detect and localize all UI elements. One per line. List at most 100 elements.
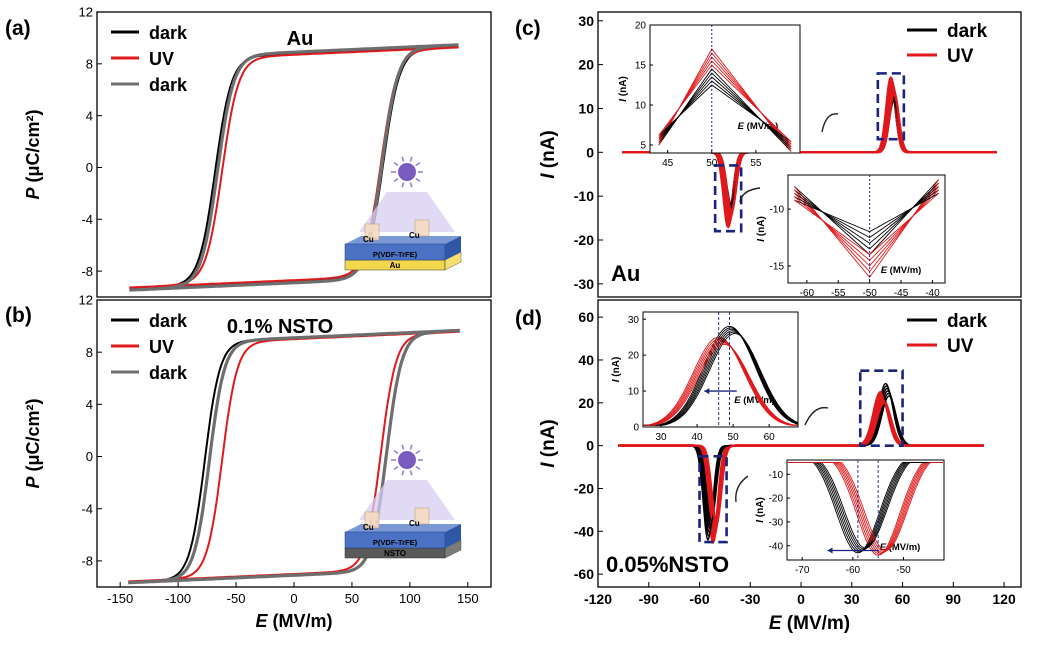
- curved-arrow-icon: [735, 475, 749, 503]
- x-tick-label: -30: [740, 591, 760, 607]
- plot-frame: [96, 11, 492, 298]
- y-tick-label: 30: [578, 13, 594, 29]
- legend-label: dark: [149, 311, 188, 331]
- inset-series-uv: [643, 339, 798, 426]
- y-tick-label: 0: [586, 438, 594, 454]
- inset-curves: [643, 312, 798, 427]
- y-tick-label: -4: [81, 501, 93, 516]
- legend-label: UV: [947, 46, 974, 67]
- curved-arrow-icon: [821, 113, 839, 133]
- y-axis-label: I (nA): [538, 130, 559, 179]
- material-label: Au: [287, 28, 314, 50]
- uv-light-beam: [359, 480, 455, 520]
- x-tick-label: 100: [399, 591, 421, 606]
- cu-electrode: [414, 507, 430, 525]
- legend-label: UV: [149, 337, 174, 357]
- y-tick-label: 0: [86, 160, 93, 175]
- inset-y-label: I (nA): [756, 216, 767, 242]
- series-UV-trace: [618, 401, 984, 525]
- x-tick-label: 0: [290, 591, 297, 606]
- legend-label: dark: [149, 75, 188, 95]
- inset-x-label: E (MV/m): [738, 121, 779, 132]
- y-tick-label: 10: [578, 101, 594, 117]
- y-tick-label: 8: [86, 345, 93, 360]
- inset-series-uv: [643, 342, 798, 426]
- inset-curves: [787, 460, 943, 560]
- peak-highlight-box: [876, 72, 906, 141]
- inset-series-dark: [643, 327, 798, 426]
- inset-y-label: I (nA): [755, 497, 766, 523]
- inset-series-uv: [643, 336, 798, 426]
- y-tick-label: 10: [628, 387, 640, 398]
- inset-curves: [793, 175, 940, 283]
- inset-x-label: E (MV/m): [881, 265, 922, 276]
- x-tick-label: 55: [750, 158, 762, 169]
- x-tick-label: 150: [457, 591, 479, 606]
- legend-label: UV: [149, 49, 174, 69]
- y-tick-label: 40: [578, 352, 594, 368]
- electrode-label: Cu: [363, 235, 374, 244]
- inset-curves: [658, 25, 792, 153]
- inset-series-dark: [643, 325, 798, 426]
- y-tick-label: -8: [81, 264, 93, 279]
- curved-arrow-icon: [804, 406, 829, 426]
- series-UV-loop: [129, 46, 459, 289]
- legend-label: UV: [947, 336, 974, 357]
- peak-highlight-box: [698, 455, 728, 544]
- y-tick-label: -8: [81, 554, 93, 569]
- electrode-label: Cu: [409, 519, 420, 528]
- inset-series-uv: [643, 341, 798, 426]
- y-tick-label: -10: [574, 188, 594, 204]
- x-tick-label: -50: [896, 565, 911, 576]
- x-tick-label: -90: [639, 591, 659, 607]
- x-tick-label: -70: [795, 565, 810, 576]
- y-tick-label: -4: [81, 212, 93, 227]
- curved-arrow-icon: [739, 187, 761, 203]
- series-dark-loop: [128, 328, 460, 585]
- material-label: 0.1% NSTO: [227, 316, 333, 338]
- y-tick-label: -20: [574, 232, 594, 248]
- y-tick-label: -15: [770, 262, 785, 273]
- panel-d: -120 -90 -60 -30 0 30 60 90 120 -60 -40 -20 0 20 40 60 (…: [515, 299, 1022, 634]
- y-tick-label: -40: [769, 541, 784, 552]
- x-tick-label: -50: [862, 288, 877, 299]
- x-tick-label: -45: [894, 288, 909, 299]
- y-tick-label: -60: [574, 566, 594, 582]
- y-tick-label: -30: [574, 276, 594, 292]
- x-axis-label: E (MV/m): [255, 611, 332, 631]
- panel-label: (b): [5, 304, 32, 327]
- y-tick-label: 12: [79, 293, 93, 308]
- x-tick-label: 50: [706, 158, 718, 169]
- panel-b: -150 -100 -50 0 50 100 150 -8 -4 0 4 8 12 (b) 0.1% NST…: [5, 293, 492, 631]
- film-label: P(VDF-TrFE): [373, 250, 418, 259]
- series-dark-loop: [129, 43, 459, 292]
- substrate-label: NSTO: [384, 549, 406, 558]
- x-tick-label: 0: [797, 591, 805, 607]
- y-tick-label: 20: [578, 57, 594, 73]
- electrode-label: Cu: [409, 231, 420, 240]
- inset-frame: [642, 311, 799, 428]
- y-tick-label: -20: [574, 481, 594, 497]
- y-tick-label: 12: [79, 5, 93, 20]
- panel-label: (a): [5, 17, 31, 40]
- legend-label: dark: [947, 21, 988, 42]
- x-tick-label: 50: [728, 432, 740, 443]
- x-axis-label: E (MV/m): [769, 613, 850, 634]
- x-tick-label: 120: [992, 591, 1016, 607]
- inset-series-dark: [643, 328, 798, 426]
- material-label: 0.05%NSTO: [606, 552, 729, 577]
- inset-frame: [787, 174, 946, 284]
- uv-light-beam: [359, 192, 455, 232]
- uv-light-source-icon: [391, 156, 423, 188]
- plot-frame: [597, 299, 1022, 588]
- film-label: P(VDF-TrFE): [373, 538, 418, 547]
- uv-light-source-icon: [391, 444, 423, 476]
- y-axis-label: P (μC/cm²): [23, 109, 43, 199]
- material-label: Au: [611, 261, 640, 286]
- inset-series-uv: [794, 192, 939, 256]
- y-tick-label: -30: [769, 518, 784, 529]
- y-tick-label: 20: [628, 351, 640, 362]
- x-tick-label: -150: [107, 591, 133, 606]
